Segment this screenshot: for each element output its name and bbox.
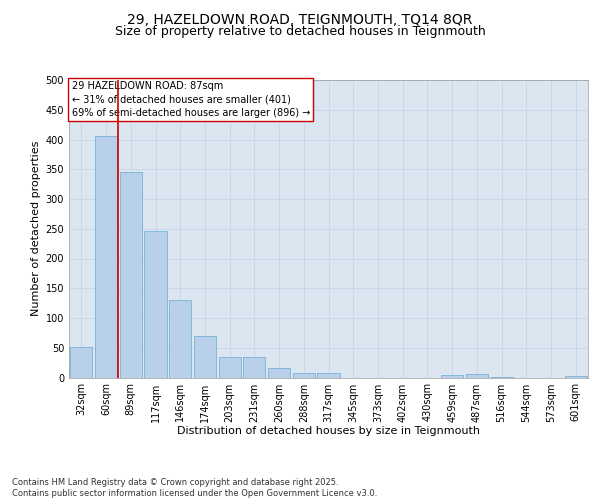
Bar xyxy=(243,358,265,378)
Text: 29, HAZELDOWN ROAD, TEIGNMOUTH, TQ14 8QR: 29, HAZELDOWN ROAD, TEIGNMOUTH, TQ14 8QR xyxy=(127,12,473,26)
Bar xyxy=(194,336,216,378)
Bar xyxy=(218,356,241,378)
Text: Size of property relative to detached houses in Teignmouth: Size of property relative to detached ho… xyxy=(115,25,485,38)
Bar xyxy=(293,372,315,378)
Bar xyxy=(441,374,463,378)
X-axis label: Distribution of detached houses by size in Teignmouth: Distribution of detached houses by size … xyxy=(177,426,480,436)
Y-axis label: Number of detached properties: Number of detached properties xyxy=(31,141,41,316)
Text: 29 HAZELDOWN ROAD: 87sqm
← 31% of detached houses are smaller (401)
69% of semi-: 29 HAZELDOWN ROAD: 87sqm ← 31% of detach… xyxy=(71,82,310,118)
Bar xyxy=(317,374,340,378)
Bar xyxy=(119,172,142,378)
Bar xyxy=(268,368,290,378)
Bar xyxy=(490,377,512,378)
Bar xyxy=(169,300,191,378)
Text: Contains HM Land Registry data © Crown copyright and database right 2025.
Contai: Contains HM Land Registry data © Crown c… xyxy=(12,478,377,498)
Bar xyxy=(466,374,488,378)
Bar xyxy=(70,347,92,378)
Bar xyxy=(145,231,167,378)
Bar xyxy=(95,136,117,378)
Bar xyxy=(565,376,587,378)
